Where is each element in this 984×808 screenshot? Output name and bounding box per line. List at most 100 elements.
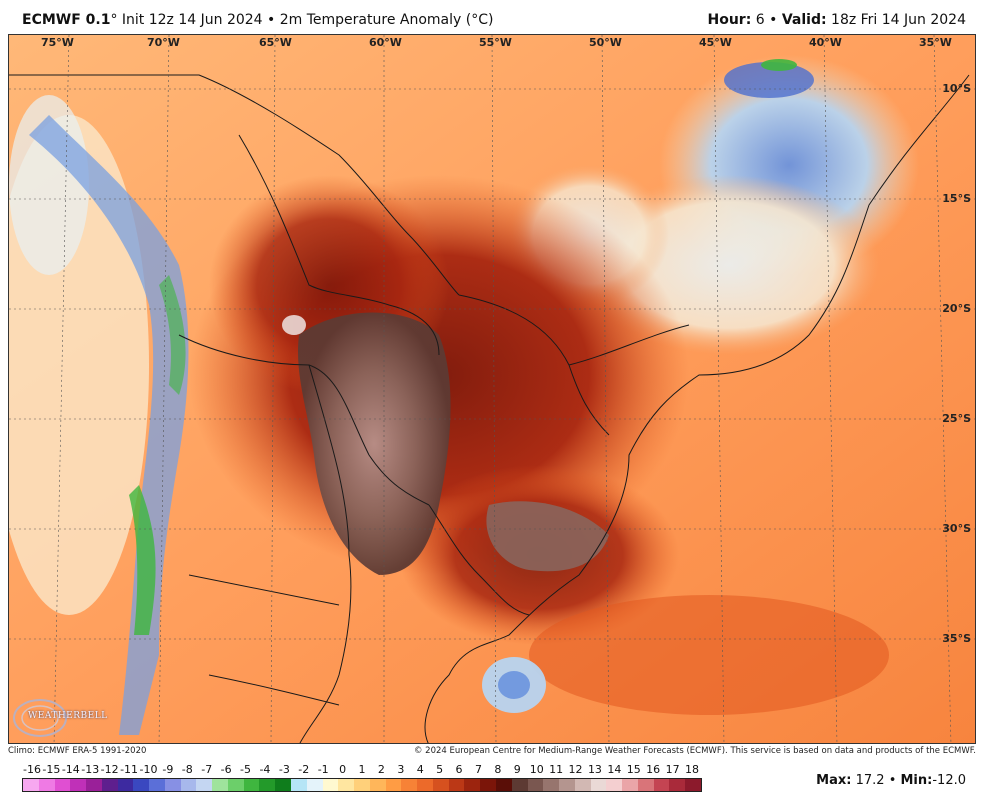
ecmwf-copyright: © 2024 European Centre for Medium-Range … [413, 746, 976, 756]
colorbar-tick-label: -13 [81, 763, 100, 776]
credits-bar: Climo: ECMWF ERA-5 1991-2020 © 2024 Euro… [8, 745, 976, 759]
lon-label-50w: 50°W [589, 36, 622, 49]
country-borders [9, 74, 970, 743]
model-name: ECMWF 0.1 [22, 12, 111, 28]
lat-label-20s: 20°S [942, 302, 971, 315]
colorbar-swatch [527, 779, 544, 791]
stats-bullet: • [888, 773, 897, 788]
lon-label-70w: 70°W [147, 36, 180, 49]
colorbar-swatch [306, 779, 323, 791]
lat-label-30s: 30°S [942, 522, 971, 535]
colorbar-tick-label: 3 [397, 763, 405, 776]
colorbar-swatch [511, 779, 528, 791]
valid-time-header: Hour: 6 • Valid: 18z Fri 14 Jun 2024 [707, 12, 966, 28]
logo-text: WEATHERBELL [28, 711, 108, 721]
colorbar-tick-label: 10 [529, 763, 544, 776]
min-value: -12.0 [932, 773, 966, 788]
colorbar-tick-label: -14 [61, 763, 80, 776]
colorbar-tick-label: 14 [607, 763, 622, 776]
colorbar-tick-label: 8 [494, 763, 502, 776]
colorbar-swatch [259, 779, 276, 791]
colorbar-swatch [559, 779, 575, 791]
climo-credit: Climo: ECMWF ERA-5 1991-2020 [8, 746, 147, 756]
colorbar-labels: -16 -15 -14 -13 -12 -11 -10 -9 -8 -7 -6 -5 -4 -3 -2 -1 0… [22, 763, 702, 777]
colorbar-tick-label: -6 [220, 763, 232, 776]
hour-value: 6 [755, 12, 765, 28]
colorbar-swatch [543, 779, 560, 791]
colorbar-swatch [401, 779, 418, 791]
colorbar-swatch [196, 779, 213, 791]
colorbar-swatch [606, 779, 623, 791]
colorbar-swatch [685, 779, 701, 791]
title-bullet: • [267, 12, 276, 28]
colorbar-swatch [70, 779, 87, 791]
colorbar-swatch [38, 779, 55, 791]
colorbar-tick-label: 13 [587, 763, 602, 776]
colorbar-swatches [22, 778, 702, 792]
colorbar-swatch [448, 779, 465, 791]
colorbar-swatch [622, 779, 638, 791]
colorbar-swatch [164, 779, 181, 791]
valid-value: 18z Fri 14 Jun 2024 [831, 12, 966, 28]
colorbar-tick-label: -15 [42, 763, 61, 776]
colorbar-swatch [369, 779, 386, 791]
colorbar-swatch [354, 779, 370, 791]
colorbar-swatch [385, 779, 402, 791]
colorbar-tick-label: -10 [139, 763, 158, 776]
colorbar-tick-label: -9 [162, 763, 174, 776]
title-bar: ECMWF 0.1° Init 12z 14 Jun 2024 • 2m Tem… [0, 0, 984, 34]
colorbar-tick-label: 5 [436, 763, 444, 776]
lon-label-75w: 75°W [41, 36, 74, 49]
colorbar-tick-label: -8 [181, 763, 193, 776]
colorbar-swatch [653, 779, 670, 791]
colorbar-tick-label: -1 [317, 763, 329, 776]
lon-label-60w: 60°W [369, 36, 402, 49]
colorbar-tick-label: -4 [259, 763, 271, 776]
colorbar-tick-label: 16 [646, 763, 661, 776]
colorbar-tick-label: -2 [298, 763, 310, 776]
colorbar-tick-label: 1 [358, 763, 366, 776]
colorbar-swatch [86, 779, 102, 791]
weatherbell-logo: WEATHERBELL [10, 694, 107, 740]
colorbar-tick-label: 15 [626, 763, 641, 776]
colorbar-tick-label: 18 [685, 763, 699, 776]
colorbar-tick-label: 6 [455, 763, 463, 776]
colorbar-tick-label: -3 [278, 763, 290, 776]
colorbar-swatch [23, 779, 39, 791]
colorbar-swatch [117, 779, 134, 791]
anomaly-map: 75°W 70°W 65°W 60°W 55°W 50°W 45°W 40°W … [8, 34, 976, 744]
colorbar-swatch [212, 779, 228, 791]
map-canvas [9, 35, 975, 743]
colorbar-swatch [480, 779, 496, 791]
colorbar-swatch [275, 779, 292, 791]
colorbar-swatch [101, 779, 118, 791]
lat-label-35s: 35°S [942, 632, 971, 645]
map-title: ECMWF 0.1° Init 12z 14 Jun 2024 • 2m Tem… [22, 12, 493, 28]
colorbar-swatch [322, 779, 339, 791]
colorbar-tick-label: -16 [23, 763, 41, 776]
colorbar-swatch [464, 779, 481, 791]
colorbar-tick-label: 12 [568, 763, 583, 776]
logo-swirl-icon [13, 699, 67, 737]
colorbar-tick-label: 0 [339, 763, 347, 776]
lon-label-45w: 45°W [699, 36, 732, 49]
colorbar-swatch [243, 779, 260, 791]
colorbar-swatch [338, 779, 355, 791]
colorbar-tick-label: -5 [240, 763, 251, 776]
colorbar-swatch [180, 779, 197, 791]
colorbar-swatch [291, 779, 307, 791]
lon-label-55w: 55°W [479, 36, 512, 49]
colorbar-tick-label: 7 [474, 763, 482, 776]
max-min-readout: Max: 17.2 • Min:-12.0 [816, 773, 966, 788]
colorbar-tick-label: 2 [377, 763, 385, 776]
init-time: Init 12z 14 Jun 2024 [121, 12, 263, 28]
colorbar-tick-label: 17 [665, 763, 680, 776]
colorbar-tick-label: 11 [549, 763, 564, 776]
colorbar-swatch [669, 779, 686, 791]
colorbar-tick-label: 4 [416, 763, 424, 776]
lat-label-15s: 15°S [942, 192, 971, 205]
colorbar-tick-label: -11 [120, 763, 139, 776]
lon-label-65w: 65°W [259, 36, 292, 49]
lat-label-10s: 10°S [942, 82, 971, 95]
colorbar-tick-label: 9 [513, 763, 521, 776]
